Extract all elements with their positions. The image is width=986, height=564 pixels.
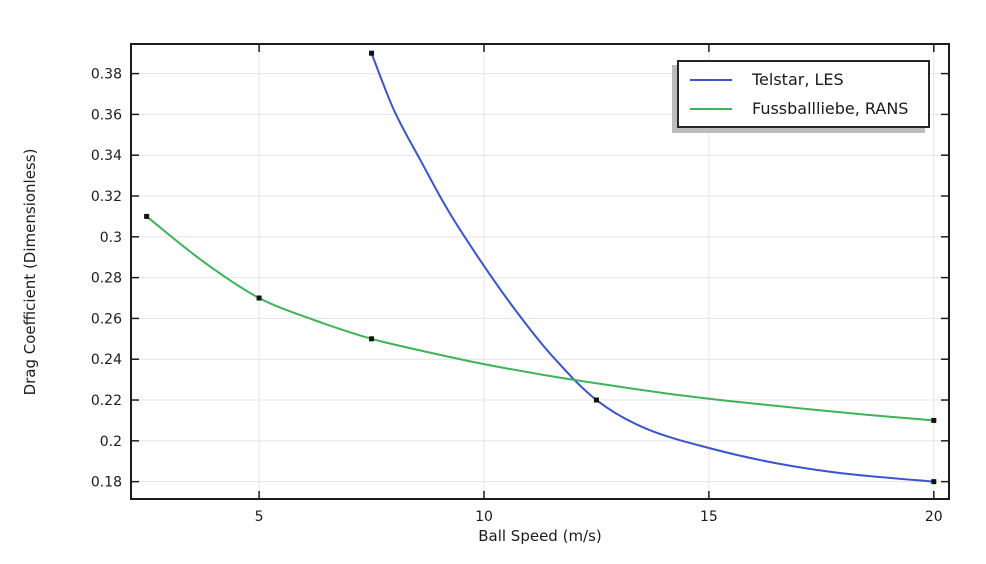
legend-item-fussballliebe-rans: Fussballliebe, RANS bbox=[679, 98, 928, 120]
plot-border bbox=[130, 43, 950, 500]
x-tick-label: 5 bbox=[255, 509, 264, 525]
y-tick-label: 0.24 bbox=[91, 352, 122, 368]
legend-line-sample-telstar bbox=[690, 78, 732, 81]
y-tick-label: 0.26 bbox=[91, 311, 122, 327]
x-axis-label: Ball Speed (m/s) bbox=[478, 527, 602, 545]
legend-label-fussballliebe: Fussballliebe, RANS bbox=[752, 99, 909, 118]
data-point-marker-fussballliebe-rans bbox=[931, 417, 937, 423]
x-tick-label: 20 bbox=[925, 509, 943, 525]
y-tick-label: 0.3 bbox=[100, 230, 122, 246]
y-axis-label: Drag Coefficient (Dimensionless) bbox=[21, 148, 39, 396]
y-tick-label: 0.38 bbox=[91, 67, 122, 83]
y-tick-label: 0.34 bbox=[91, 148, 122, 164]
data-point-marker-telstar-les bbox=[369, 50, 375, 56]
legend-item-telstar-les: Telstar, LES bbox=[679, 69, 928, 91]
series-curve-telstar-les bbox=[370, 52, 935, 483]
y-tick-label: 0.36 bbox=[91, 107, 122, 123]
data-point-marker-fussballliebe-rans bbox=[144, 213, 150, 219]
data-point-marker-telstar-les bbox=[593, 397, 599, 403]
legend-label-telstar: Telstar, LES bbox=[752, 70, 844, 89]
legend-line-sample-fussballliebe bbox=[690, 107, 732, 110]
y-tick-label: 0.18 bbox=[91, 475, 122, 491]
y-tick-label: 0.32 bbox=[91, 189, 122, 205]
data-point-marker-fussballliebe-rans bbox=[369, 336, 375, 342]
y-tick-label: 0.2 bbox=[100, 434, 122, 450]
y-tick-label: 0.22 bbox=[91, 393, 122, 409]
x-tick-label: 15 bbox=[700, 509, 718, 525]
y-tick-label: 0.28 bbox=[91, 271, 122, 287]
legend: Telstar, LES Fussballliebe, RANS bbox=[677, 60, 930, 128]
data-point-marker-telstar-les bbox=[931, 479, 937, 485]
data-point-marker-fussballliebe-rans bbox=[256, 295, 262, 301]
x-tick-label: 10 bbox=[475, 509, 493, 525]
